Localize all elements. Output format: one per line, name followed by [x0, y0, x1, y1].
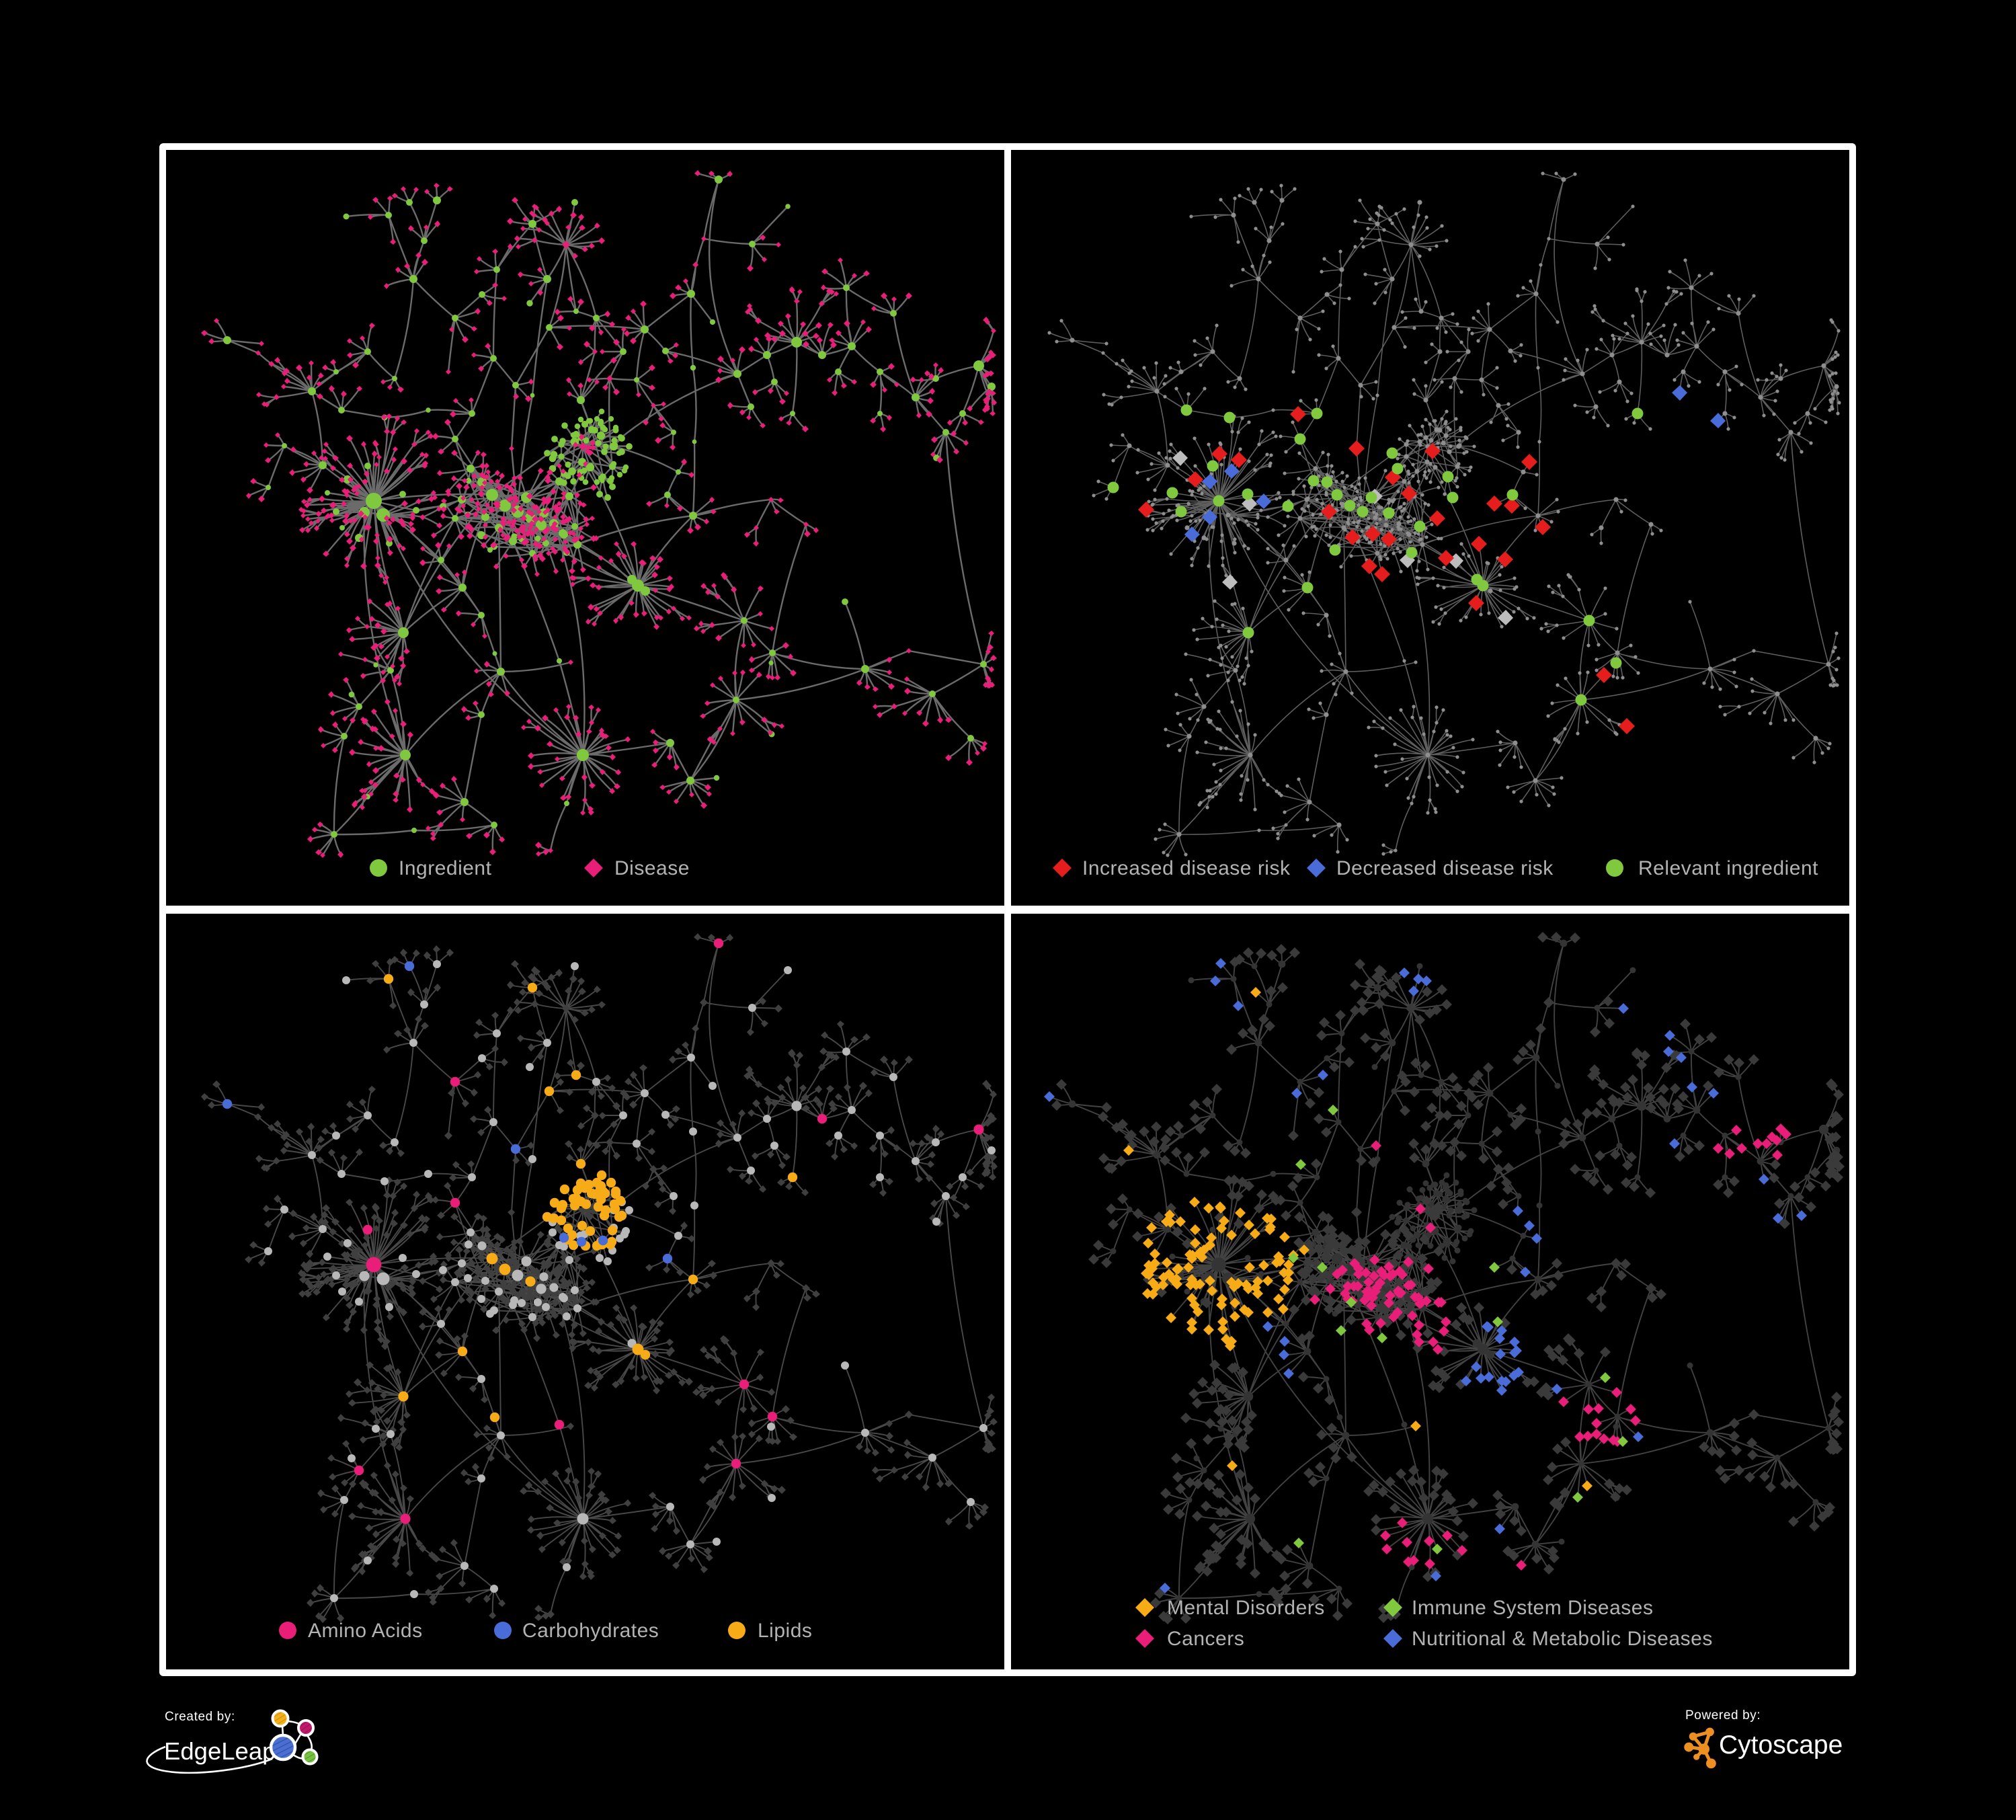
svg-text:Increased disease risk: Increased disease risk — [1082, 857, 1291, 879]
svg-text:Relevant ingredient: Relevant ingredient — [1638, 857, 1818, 879]
svg-text:Amino Acids: Amino Acids — [308, 1620, 423, 1642]
svg-text:Disease: Disease — [614, 857, 690, 879]
svg-text:Mental Disorders: Mental Disorders — [1167, 1597, 1325, 1619]
svg-text:Nutritional & Metabolic Diseas: Nutritional & Metabolic Diseases — [1412, 1628, 1713, 1650]
svg-text:Immune System Diseases: Immune System Diseases — [1412, 1597, 1653, 1619]
svg-text:Cytoscape: Cytoscape — [1719, 1731, 1843, 1759]
svg-text:Cancers: Cancers — [1167, 1628, 1244, 1650]
svg-text:Carbohydrates: Carbohydrates — [522, 1620, 659, 1642]
svg-text:EdgeLeap: EdgeLeap — [164, 1737, 276, 1765]
svg-text:Ingredient: Ingredient — [399, 857, 492, 879]
svg-text:Decreased disease risk: Decreased disease risk — [1336, 857, 1554, 879]
svg-text:Lipids: Lipids — [758, 1620, 812, 1642]
